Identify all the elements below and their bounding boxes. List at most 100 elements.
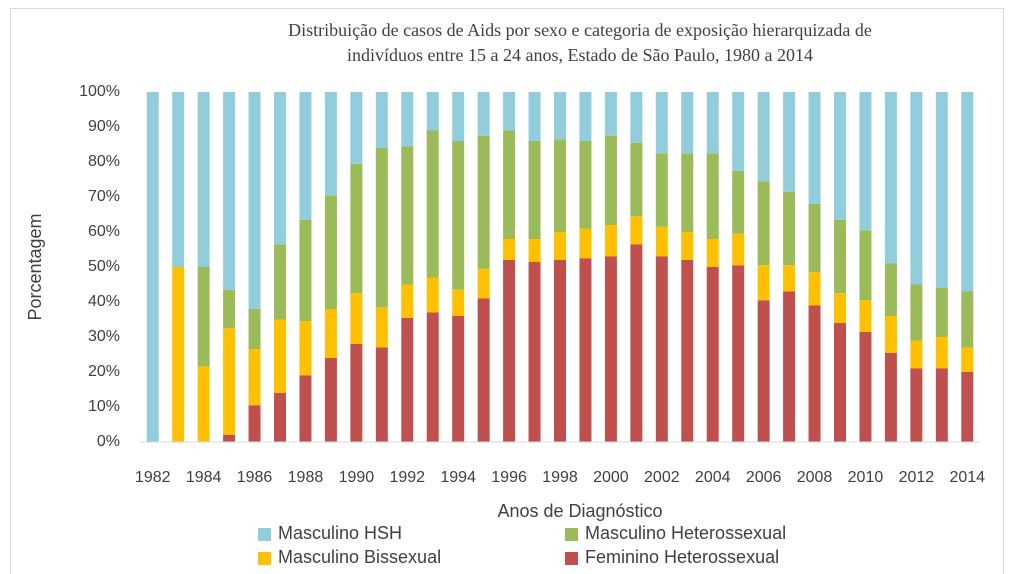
y-tick-label: 20% bbox=[88, 363, 120, 380]
bar-segment bbox=[655, 226, 668, 257]
x-tick-label: 1984 bbox=[186, 469, 222, 486]
bar-segment bbox=[350, 163, 363, 294]
x-tick-label: 1990 bbox=[339, 469, 375, 486]
bar-segment bbox=[401, 92, 414, 147]
bar-segment bbox=[223, 328, 236, 435]
bar-segment bbox=[401, 284, 414, 318]
x-tick-label: 2006 bbox=[746, 469, 782, 486]
x-tick-label: 2010 bbox=[848, 469, 884, 486]
x-tick-label: 2014 bbox=[949, 469, 985, 486]
bar-segment bbox=[554, 260, 566, 442]
bar-segment bbox=[808, 204, 821, 273]
x-axis-label: Anos de Diagnóstico bbox=[497, 501, 662, 521]
bar-segment bbox=[223, 435, 236, 442]
bar-segment bbox=[910, 340, 923, 369]
bar-segment bbox=[681, 260, 694, 442]
bar-segment bbox=[197, 92, 210, 267]
y-tick-label: 0% bbox=[97, 433, 120, 450]
bar-segment bbox=[757, 300, 770, 442]
bar-segment bbox=[324, 195, 337, 309]
legend-swatch bbox=[565, 528, 578, 541]
bar-segment bbox=[910, 284, 923, 341]
bar-segment bbox=[808, 305, 821, 442]
x-tick-label: 1996 bbox=[491, 469, 527, 486]
bar-segment bbox=[961, 291, 974, 348]
bar-segment bbox=[477, 92, 490, 136]
bar-segment bbox=[477, 268, 490, 299]
x-tick-label: 1982 bbox=[135, 469, 171, 486]
x-tick-label: 2012 bbox=[899, 469, 935, 486]
bar-segment bbox=[477, 298, 490, 442]
bar-segment bbox=[426, 277, 439, 313]
bar-segment bbox=[401, 317, 414, 442]
legend-label: Masculino Heterossexual bbox=[585, 523, 786, 543]
bar-segment bbox=[655, 153, 668, 227]
bar-segment bbox=[375, 148, 388, 308]
bar-segment bbox=[172, 267, 185, 442]
legend-swatch bbox=[258, 552, 271, 565]
bar-segment bbox=[375, 92, 388, 148]
bar-segment bbox=[223, 289, 236, 329]
x-tick-label: 2004 bbox=[695, 469, 731, 486]
bar-segment bbox=[248, 405, 261, 442]
bar-segment bbox=[706, 153, 719, 239]
bar-segment bbox=[579, 92, 592, 141]
bar-segment bbox=[935, 92, 948, 288]
bar-segment bbox=[426, 130, 439, 278]
bar-segment bbox=[375, 307, 388, 348]
bar-segment bbox=[274, 393, 286, 442]
bar-segment bbox=[401, 146, 414, 285]
bar-segment bbox=[248, 309, 261, 350]
bar-segment bbox=[554, 139, 566, 232]
bar-segment bbox=[630, 244, 643, 442]
bar-segment bbox=[834, 323, 846, 442]
bar-segment bbox=[935, 337, 948, 369]
bar-segment bbox=[579, 258, 592, 442]
x-tick-label: 1998 bbox=[542, 469, 578, 486]
bar-segment bbox=[859, 300, 872, 332]
bar-segment bbox=[452, 92, 465, 141]
bar-segment bbox=[681, 153, 694, 232]
y-tick-label: 70% bbox=[88, 188, 120, 205]
chart-border bbox=[10, 8, 1004, 574]
bar-segment bbox=[528, 141, 541, 239]
bar-segment bbox=[630, 92, 643, 143]
bar-segment bbox=[350, 92, 363, 164]
bar-segment bbox=[859, 230, 872, 301]
x-tick-label: 2000 bbox=[593, 469, 629, 486]
bar-segment bbox=[477, 135, 490, 269]
bar-segment bbox=[884, 92, 897, 264]
bar-segment bbox=[706, 92, 719, 154]
bar-segment bbox=[630, 216, 643, 245]
bar-segment bbox=[299, 219, 312, 322]
bar-segment bbox=[375, 347, 388, 442]
bar-segment bbox=[935, 368, 948, 442]
bar-segment bbox=[783, 291, 796, 442]
legend-label: Feminino Heterossexual bbox=[585, 547, 779, 567]
bar-segment bbox=[808, 272, 821, 306]
legend-label: Masculino Bissexual bbox=[278, 547, 441, 567]
bar-segment bbox=[146, 92, 159, 442]
bar-segment bbox=[579, 228, 592, 259]
bar-segment bbox=[604, 92, 617, 136]
bar-segment bbox=[757, 265, 770, 301]
bar-segment bbox=[452, 316, 465, 442]
bar-segment bbox=[834, 219, 846, 294]
legend-swatch bbox=[565, 552, 578, 565]
bar-segment bbox=[630, 142, 643, 217]
bar-segment bbox=[681, 92, 694, 154]
bar-segment bbox=[783, 92, 796, 192]
bar-segment bbox=[859, 331, 872, 442]
bar-segment bbox=[655, 256, 668, 442]
bar-segment bbox=[528, 261, 541, 442]
bar-segment bbox=[274, 319, 286, 393]
y-tick-label: 100% bbox=[79, 83, 120, 100]
y-axis-label: Porcentagem bbox=[25, 213, 45, 320]
y-tick-label: 90% bbox=[88, 118, 120, 135]
bar-segment bbox=[528, 239, 541, 262]
bar-segment bbox=[172, 92, 185, 267]
bar-segment bbox=[884, 263, 897, 316]
bar-segment bbox=[757, 181, 770, 266]
x-tick-label: 1986 bbox=[237, 469, 273, 486]
